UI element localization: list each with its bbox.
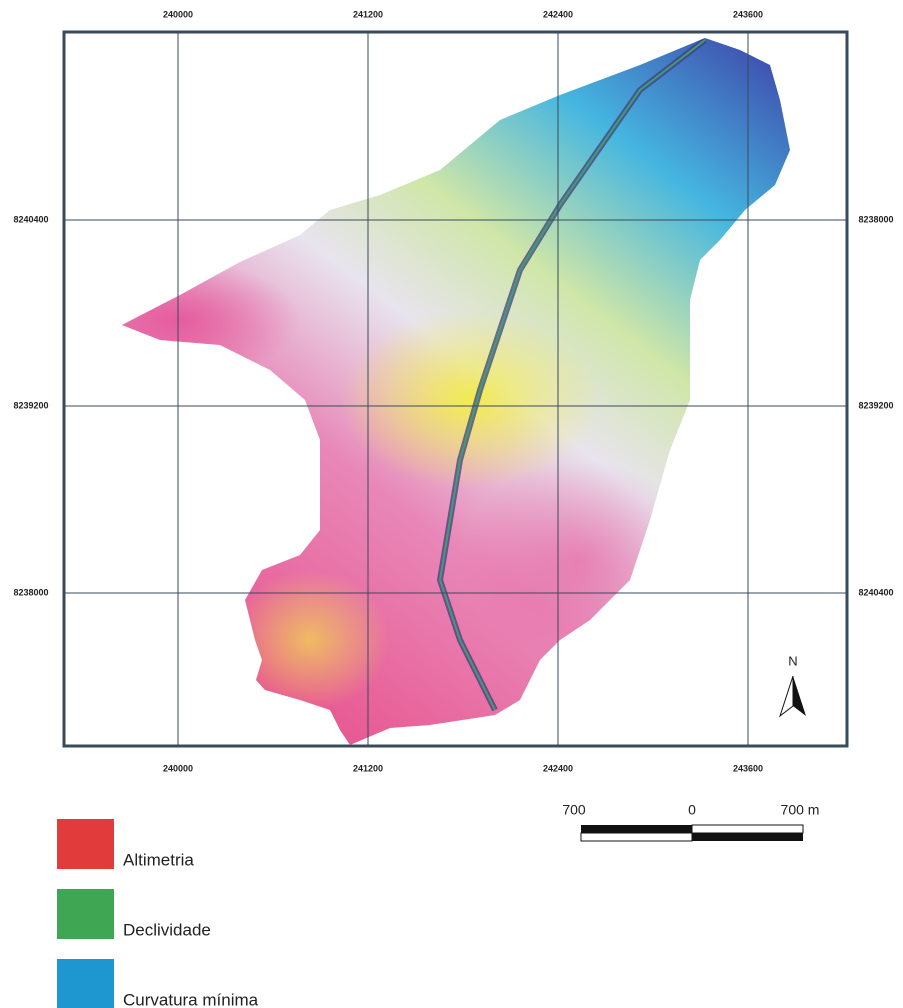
y-tick-label: 8240400 — [13, 214, 48, 224]
scale-label: 700 — [562, 802, 586, 818]
legend-label: Altimetria — [123, 850, 194, 869]
legend-swatch — [57, 819, 114, 869]
x-tick-label: 240000 — [163, 9, 193, 19]
x-tick-label: 241200 — [353, 9, 383, 19]
x-tick-label: 243600 — [733, 763, 763, 773]
map-page: N 700 0 700 m Altimetria Declividade Curvatu… — [0, 0, 903, 1008]
y-tick-label: 8239200 — [13, 400, 48, 410]
scale-bar: 700 0 700 m — [562, 802, 819, 841]
legend-swatch — [57, 959, 114, 1008]
legend: Altimetria Declividade Curvatura mínima — [57, 819, 259, 1008]
legend-swatch — [57, 889, 114, 939]
x-tick-label: 242400 — [543, 763, 573, 773]
legend-label: Declividade — [123, 920, 211, 939]
legend-label: Curvatura mínima — [123, 990, 259, 1008]
north-label: N — [788, 653, 797, 668]
scale-label: 0 — [688, 802, 696, 818]
x-tick-label: 241200 — [353, 763, 383, 773]
scale-label: 700 m — [781, 802, 820, 818]
y-tick-label: 8239200 — [858, 400, 893, 410]
x-tick-label: 243600 — [733, 9, 763, 19]
y-tick-label: 8240400 — [858, 587, 893, 597]
x-tick-label: 240000 — [163, 763, 193, 773]
y-tick-label: 8238000 — [13, 587, 48, 597]
x-tick-label: 242400 — [543, 9, 573, 19]
y-tick-label: 8238000 — [858, 214, 893, 224]
